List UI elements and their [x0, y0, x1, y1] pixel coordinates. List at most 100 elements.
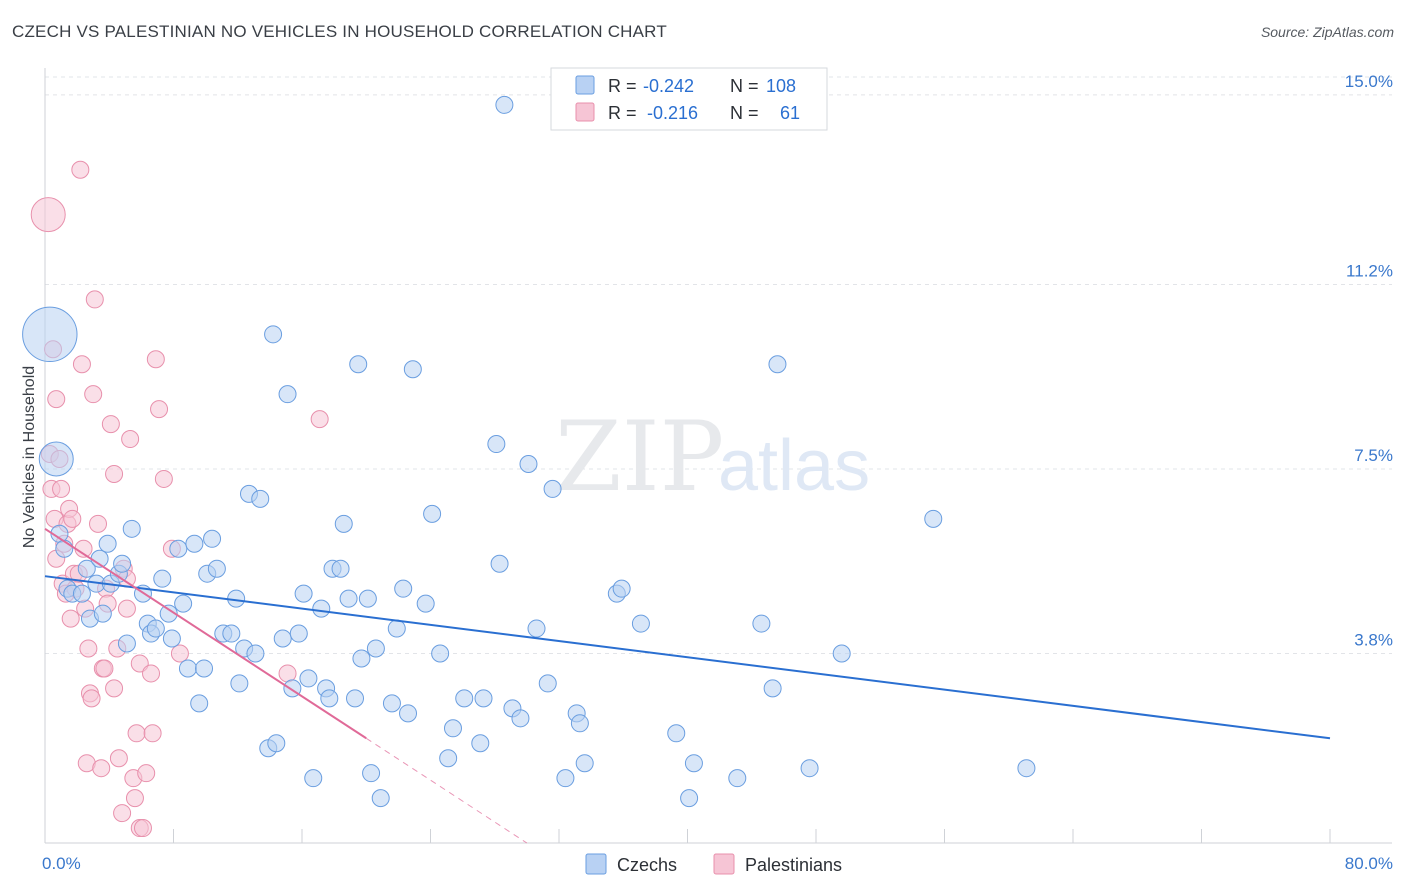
czech-point: [352, 649, 371, 668]
czech-point: [267, 734, 286, 753]
czech-point: [684, 754, 703, 773]
palestinian-point: [63, 509, 82, 528]
series-legend: Czechs Palestinians: [585, 853, 842, 875]
palestinian-point: [130, 654, 149, 673]
czech-legend-swatch: [575, 75, 595, 95]
palestinian-point: [89, 514, 108, 533]
czech-point: [113, 554, 132, 573]
czech-point: [495, 95, 514, 114]
czech-point: [631, 614, 650, 633]
czech-point: [423, 504, 442, 523]
palestinian-point: [121, 430, 140, 449]
palestinian-r-label: R =: [608, 103, 637, 123]
palestinian-point: [150, 400, 169, 419]
czech-point: [304, 769, 323, 788]
czech-point: [349, 355, 368, 374]
y-tick-label: 7.5%: [1354, 446, 1393, 465]
czech-point: [490, 554, 509, 573]
czech-point: [146, 619, 165, 638]
chart-title: CZECH VS PALESTINIAN NO VEHICLES IN HOUS…: [12, 22, 667, 41]
czech-point: [543, 479, 562, 498]
czech-point: [38, 441, 74, 477]
palestinian-point: [154, 469, 173, 488]
palestinian-point: [71, 160, 90, 179]
czech-point: [487, 435, 506, 454]
czech-point: [556, 769, 575, 788]
palestinians-legend-swatch: [713, 853, 735, 875]
y-tick-label: 3.8%: [1354, 630, 1393, 649]
czech-trend-line: [44, 575, 1331, 740]
palestinian-point: [61, 609, 80, 628]
czech-point: [728, 769, 747, 788]
czech-point: [527, 619, 546, 638]
palestinian-point: [92, 759, 111, 778]
palestinian-n-value: 61: [780, 103, 800, 123]
source-credit: Source: ZipAtlas.com: [1260, 24, 1394, 40]
czech-point: [443, 719, 462, 738]
palestinian-point: [101, 415, 120, 434]
czech-point: [371, 789, 390, 808]
czech-point: [230, 674, 249, 693]
palestinian-point: [105, 679, 124, 698]
czech-point: [203, 529, 222, 548]
czech-point: [22, 306, 78, 363]
czech-point: [538, 674, 557, 693]
czech-point: [680, 789, 699, 808]
czech-point: [289, 624, 308, 643]
czech-point: [162, 629, 181, 648]
czech-point: [570, 714, 589, 733]
palestinian-point: [85, 290, 104, 309]
palestinian-point: [82, 689, 101, 708]
czech-point: [251, 489, 270, 508]
y-tick-label: 15.0%: [1345, 72, 1393, 91]
watermark-zip: ZIP: [555, 401, 724, 513]
czech-point: [455, 689, 474, 708]
czech-point: [399, 704, 418, 723]
czech-point: [185, 534, 204, 553]
palestinian-n-label: N =: [730, 103, 759, 123]
palestinian-point: [117, 599, 136, 618]
palestinian-point: [105, 464, 124, 483]
czech-point: [222, 624, 241, 643]
palestinian-point: [278, 664, 297, 683]
palestinian-r-value: -0.216: [647, 103, 698, 123]
y-tick-label: 11.2%: [1346, 261, 1393, 280]
y-axis-label: No Vehicles in Household: [21, 366, 38, 548]
palestinian-point: [137, 764, 156, 783]
czech-point: [924, 509, 943, 528]
x-tick-label: 0.0%: [42, 854, 81, 873]
czech-point: [312, 599, 331, 618]
czech-point: [77, 559, 96, 578]
czech-point: [246, 644, 265, 663]
czech-point: [320, 689, 339, 708]
czech-point: [403, 360, 422, 379]
czech-point: [768, 355, 787, 374]
czech-point: [174, 594, 193, 613]
czech-point: [299, 669, 318, 688]
czech-point: [832, 644, 851, 663]
czech-point: [273, 629, 292, 648]
czech-n-label: N =: [730, 76, 759, 96]
palestinian-point: [95, 659, 114, 678]
czech-point: [387, 619, 406, 638]
palestinian-point: [142, 664, 161, 683]
palestinian-point: [133, 819, 152, 838]
palestinian-point: [143, 724, 162, 743]
palestinian-point: [146, 350, 165, 369]
czech-point: [122, 519, 141, 538]
czechs-legend-label: Czechs: [617, 855, 677, 875]
czech-point: [474, 689, 493, 708]
palestinian-point: [84, 385, 103, 404]
czech-point: [98, 534, 117, 553]
czech-r-value: -0.242: [643, 76, 694, 96]
czech-point: [93, 604, 112, 623]
czech-point: [72, 584, 91, 603]
x-tick-label: 80.0%: [1345, 854, 1393, 873]
palestinian-point: [170, 644, 189, 663]
palestinian-point: [72, 355, 91, 374]
czech-n-value: 108: [766, 76, 796, 96]
czech-point: [117, 634, 136, 653]
palestinians-legend-label: Palestinians: [745, 855, 842, 875]
czech-point: [159, 604, 178, 623]
czech-point: [763, 679, 782, 698]
